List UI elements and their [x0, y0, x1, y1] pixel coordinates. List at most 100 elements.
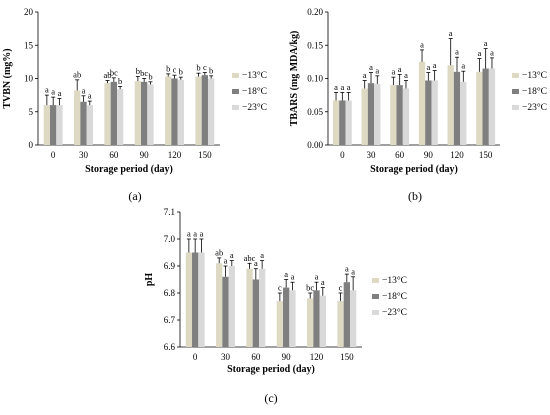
x-tick-label: 90 — [140, 150, 150, 160]
significance-letter: bc — [110, 67, 118, 77]
significance-letter: a — [433, 60, 437, 70]
legend-swatch — [232, 105, 239, 110]
significance-letter: a — [351, 266, 355, 276]
bar — [343, 282, 350, 347]
bar — [252, 279, 259, 347]
significance-letter: a — [449, 28, 453, 38]
x-tick-label: 90 — [424, 150, 434, 160]
legend-label: −23°C — [382, 307, 407, 318]
bar — [337, 301, 344, 347]
bar — [349, 290, 357, 347]
significance-letter: a — [88, 91, 92, 101]
bar — [276, 301, 284, 347]
x-tick-label: 30 — [367, 150, 377, 160]
bar — [165, 76, 172, 145]
bar — [222, 276, 229, 347]
bar — [345, 100, 352, 145]
y-tick-label: 6.6 — [164, 342, 176, 352]
bar — [374, 83, 381, 145]
bar — [80, 101, 87, 145]
bar — [246, 268, 253, 347]
bar — [339, 100, 346, 145]
bar — [425, 80, 432, 145]
y-axis-title: pH — [144, 273, 155, 287]
significance-letter: a — [193, 229, 197, 239]
significance-letter: b — [148, 71, 152, 81]
y-tick-label: 7.1 — [164, 207, 175, 217]
significance-letter: a — [200, 229, 204, 239]
bar — [482, 68, 489, 145]
significance-letter: a — [347, 82, 351, 92]
legend-label: −18°C — [522, 86, 547, 97]
bar — [147, 84, 154, 145]
legend-swatch — [232, 73, 239, 78]
significance-letter: abc — [244, 253, 256, 263]
legend-swatch — [372, 278, 379, 283]
bar — [307, 298, 314, 347]
y-tick-label: 6.8 — [164, 288, 176, 298]
legend-label: −18°C — [382, 291, 407, 302]
y-axis-title: TBARS (mg MDA/kg) — [289, 31, 300, 127]
bar — [141, 81, 148, 145]
x-tick-label: 150 — [198, 150, 212, 160]
significance-letter: bc — [140, 68, 148, 78]
significance-letter: a — [363, 70, 367, 80]
significance-letter: a — [230, 250, 234, 260]
significance-letter: a — [426, 62, 430, 72]
x-tick-label: 120 — [310, 352, 324, 362]
panel-label: (c) — [264, 391, 277, 405]
significance-letter: c — [278, 283, 282, 293]
x-tick-label: 150 — [479, 150, 493, 160]
significance-letter: b — [118, 76, 122, 86]
bar — [476, 71, 483, 145]
legend-swatch — [512, 89, 519, 94]
x-tick-label: 0 — [340, 150, 345, 160]
significance-letter: a — [477, 48, 481, 58]
bar — [207, 78, 215, 145]
significance-letter: b — [136, 66, 140, 76]
bar — [367, 83, 375, 145]
bar — [86, 105, 93, 145]
bar — [361, 88, 368, 145]
y-tick-label: 0.15 — [307, 40, 323, 50]
bar — [396, 85, 403, 145]
bar — [228, 266, 235, 347]
bar — [390, 85, 397, 145]
significance-letter: a — [51, 87, 55, 97]
bar — [171, 78, 178, 145]
y-tick-label: 0 — [29, 140, 34, 150]
bar — [258, 268, 266, 347]
significance-letter: a — [254, 258, 258, 268]
legend-label: −23°C — [522, 102, 547, 113]
significance-letter: ab — [215, 247, 223, 257]
significance-letter: a — [375, 65, 379, 75]
significance-letter: a — [284, 269, 288, 279]
legend-label: −13°C — [522, 70, 547, 81]
significance-letter: ab — [104, 70, 112, 80]
bar — [110, 81, 117, 145]
significance-letter: a — [187, 229, 191, 239]
bar — [177, 79, 184, 145]
bar — [195, 76, 202, 145]
bar — [402, 88, 410, 145]
significance-letter: a — [334, 82, 338, 92]
x-axis-title: Storage period (day) — [370, 164, 458, 175]
panel-label: (a) — [128, 189, 141, 203]
legend-label: −13°C — [242, 70, 267, 81]
significance-letter: a — [224, 256, 228, 266]
legend-label: −13°C — [382, 275, 407, 286]
y-tick-label: 0.05 — [307, 107, 323, 117]
y-tick-label: 0.10 — [307, 74, 323, 84]
significance-letter: b — [166, 63, 170, 73]
bar — [43, 105, 51, 145]
significance-letter: b — [196, 63, 200, 73]
bar — [198, 252, 205, 347]
legend-swatch — [372, 310, 379, 315]
bar — [201, 75, 208, 145]
x-tick-label: 30 — [79, 150, 89, 160]
bar — [453, 71, 461, 145]
significance-letter: a — [345, 264, 349, 274]
